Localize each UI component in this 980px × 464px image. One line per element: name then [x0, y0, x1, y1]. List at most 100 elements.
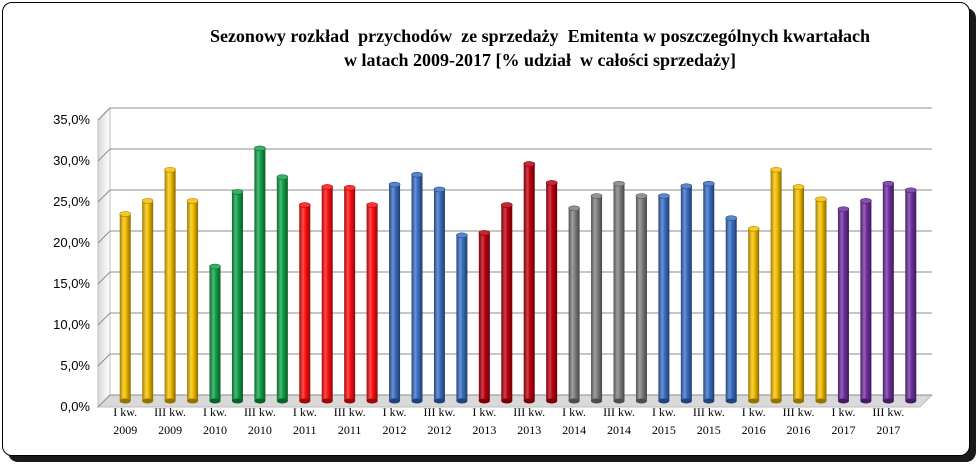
bar-base — [187, 398, 199, 404]
gridline-depth — [97, 312, 111, 326]
bar-top — [119, 211, 132, 217]
bar-top — [276, 174, 289, 180]
bar-base — [725, 398, 737, 404]
bar-top — [523, 161, 536, 167]
bar — [276, 174, 289, 404]
bar-body — [613, 183, 625, 401]
x-tick-label-year: 2014 — [562, 423, 586, 437]
bar-top — [702, 180, 715, 187]
y-tick-label: 5,0% — [60, 358, 90, 373]
bar-base — [613, 398, 625, 404]
bar-base — [164, 398, 176, 404]
x-tick-label-year: 2015 — [697, 423, 721, 437]
x-tick-label-year: 2012 — [427, 423, 451, 437]
bar-base — [635, 398, 647, 404]
bar-base — [142, 398, 154, 404]
bar-base — [366, 398, 378, 404]
bar-base — [299, 398, 311, 404]
x-tick-label: III kw. — [334, 405, 366, 419]
bar-body — [321, 186, 333, 401]
bar-body — [187, 200, 199, 401]
bar-body — [546, 182, 558, 401]
bar-top — [747, 226, 760, 232]
gridline-depth — [97, 230, 111, 244]
bar-base — [815, 398, 827, 404]
bar-body — [344, 187, 356, 401]
bar-top — [209, 263, 221, 270]
bar-top — [545, 180, 558, 186]
bar-top — [433, 186, 446, 193]
bar-base — [254, 398, 266, 404]
bar — [837, 206, 850, 404]
bar — [321, 184, 334, 404]
bar — [792, 184, 805, 404]
x-tick-label-year: 2017 — [876, 423, 900, 437]
bar-body — [748, 228, 760, 401]
bar-top — [568, 205, 580, 212]
bar-body — [882, 183, 894, 401]
bar-top — [231, 189, 244, 195]
gridline-depth — [97, 394, 111, 408]
bar — [725, 215, 738, 404]
bar — [904, 187, 917, 404]
bar-top — [613, 180, 625, 187]
bar-top — [590, 193, 603, 199]
bar — [860, 198, 872, 404]
bar-base — [837, 398, 849, 404]
bar-body — [658, 196, 670, 401]
bar — [119, 211, 132, 404]
bar-body — [770, 169, 782, 401]
x-tick-label: III kw. — [603, 405, 635, 419]
bar-body — [411, 174, 423, 401]
bar-body — [905, 190, 917, 401]
bar-body — [142, 200, 154, 401]
bar — [568, 205, 580, 404]
bar — [770, 166, 782, 404]
bar-body — [793, 186, 805, 401]
chart-title: Sezonowy rozkład przychodów ze sprzedaży… — [140, 24, 940, 72]
bar-body — [725, 218, 737, 401]
bar-body — [591, 196, 603, 401]
bar-body — [456, 235, 468, 401]
bar — [456, 232, 468, 404]
bar-base — [770, 398, 782, 404]
x-tick-label-year: 2012 — [383, 423, 407, 437]
x-tick-label: III kw. — [154, 405, 186, 419]
y-tick-label: 25,0% — [53, 194, 90, 209]
bar-top — [321, 184, 334, 190]
bar-base — [748, 398, 760, 404]
bar — [343, 185, 356, 404]
bar-body — [231, 191, 243, 401]
y-tick-label: 20,0% — [53, 235, 90, 250]
gridline-depth — [97, 189, 111, 203]
bar-base — [501, 398, 513, 404]
bar-top — [635, 193, 648, 199]
x-tick-label: III kw. — [872, 405, 904, 419]
bar-base — [591, 398, 603, 404]
chart-title-line-2: w latach 2009-2017 [% udział w całości s… — [344, 50, 736, 70]
bar — [613, 180, 625, 404]
bar — [298, 202, 311, 404]
bar-body — [635, 196, 647, 401]
bar-top — [164, 166, 176, 173]
bar-top — [411, 171, 423, 178]
bar-top — [343, 185, 356, 191]
bar-base — [119, 398, 131, 404]
x-tick-label: III kw. — [424, 405, 456, 419]
bar-top — [186, 198, 199, 204]
bar — [231, 189, 244, 404]
bar-body — [164, 169, 176, 401]
bar — [523, 161, 536, 404]
bar-base — [389, 398, 401, 404]
x-tick-label-year: 2010 — [203, 423, 227, 437]
bar-base — [680, 398, 692, 404]
chart-title-line-1: Sezonowy rozkład przychodów ze sprzedaży… — [209, 26, 871, 46]
x-tick-label-year: 2009 — [113, 423, 137, 437]
x-tick-label-year: 2015 — [652, 423, 676, 437]
x-tick-label-year: 2011 — [338, 423, 362, 437]
bar-body — [837, 209, 849, 401]
gridline-depth — [97, 271, 111, 285]
bar-body — [501, 205, 513, 401]
x-tick-label: III kw. — [693, 405, 725, 419]
